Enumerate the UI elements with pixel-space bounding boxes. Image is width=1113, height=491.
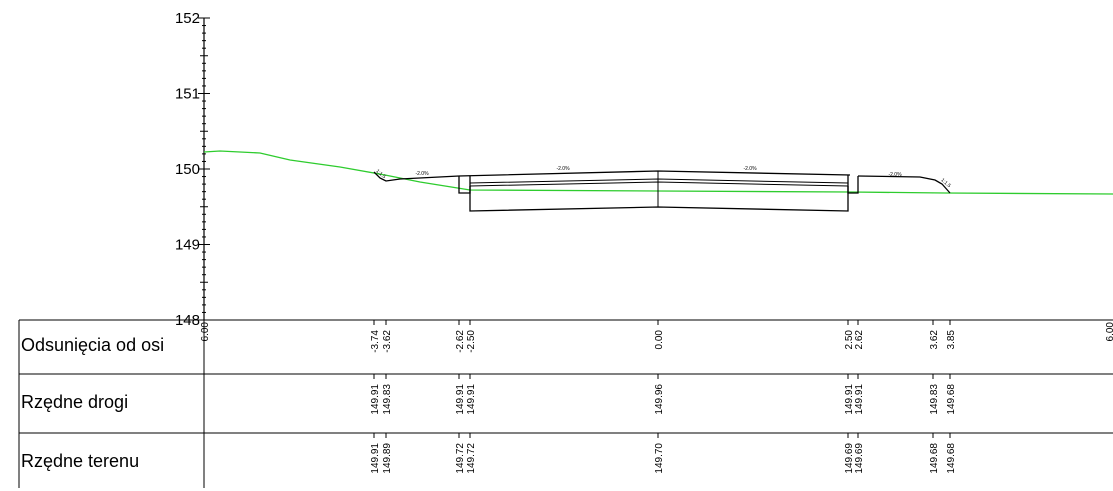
station-value-terrain: 149.72 (455, 443, 466, 474)
slope-label: 1:1.5 (939, 177, 952, 189)
station-value-road: 149.91 (370, 384, 381, 415)
station-value-offset: 0.00 (654, 330, 665, 350)
station-value-road: 149.91 (466, 384, 477, 415)
right-embankment (857, 175, 951, 194)
slope-label: -2.0% (415, 171, 429, 177)
pavement-layer-2 (469, 181, 849, 187)
slope-labels: -2.0% -2.0% -2.0% -2.0% 1:1.5 1:1.5 (374, 166, 952, 189)
station-value-offset: -3.62 (382, 330, 393, 353)
data-table-grid (18, 319, 1113, 488)
right-shoulder (847, 175, 859, 194)
row-label-offsets: Odsunięcia od osi (21, 335, 165, 355)
y-axis-label: 149 (175, 237, 200, 254)
row-label-terrain-elevation: Rzędne terenu (21, 451, 140, 471)
pavement-top (458, 170, 851, 177)
station-values: -3.74149.91149.91-3.62149.83149.89-2.621… (200, 322, 1113, 474)
slope-label: 1:1.5 (374, 168, 387, 180)
station-value-offset: -2.62 (455, 330, 466, 353)
edge-offset-label: 6.00 (1105, 322, 1113, 342)
station-value-terrain: 149.69 (854, 443, 865, 474)
station-value-terrain: 149.69 (844, 443, 855, 474)
left-shoulder (458, 176, 471, 194)
station-value-terrain: 149.68 (929, 443, 940, 474)
y-axis-label: 151 (175, 86, 200, 103)
station-value-road: 149.83 (929, 384, 940, 415)
left-embankment (373, 171, 460, 182)
station-value-road: 149.83 (382, 384, 393, 415)
station-value-road: 149.91 (844, 384, 855, 415)
station-value-offset: 3.62 (929, 330, 940, 350)
station-value-terrain: 149.68 (946, 443, 957, 474)
edge-offset-label: 6.00 (200, 322, 211, 342)
station-value-offset: 2.62 (854, 330, 865, 350)
station-value-terrain: 149.70 (654, 443, 665, 474)
station-value-offset: 2.50 (844, 330, 855, 350)
station-value-terrain: 149.91 (370, 443, 381, 474)
station-value-offset: -3.74 (370, 330, 381, 353)
y-axis-label: 152 (175, 10, 200, 27)
station-ticks (373, 320, 951, 438)
station-value-road: 149.91 (455, 384, 466, 415)
station-value-offset: -2.50 (466, 330, 477, 353)
slope-label: -2.0% (743, 166, 757, 172)
station-value-offset: 3.85 (946, 330, 957, 350)
station-value-road: 149.68 (946, 384, 957, 415)
y-axis-ticks (198, 17, 210, 321)
station-value-terrain: 149.72 (466, 443, 477, 474)
station-value-terrain: 149.89 (382, 443, 393, 474)
road-structure (373, 170, 951, 212)
station-value-road: 149.96 (654, 384, 665, 415)
y-axis-label: 150 (175, 161, 200, 178)
row-label-road-elevation: Rzędne drogi (21, 392, 129, 412)
slope-label: -2.0% (888, 172, 902, 178)
slope-label: -2.0% (556, 166, 570, 172)
station-value-road: 149.91 (854, 384, 865, 415)
